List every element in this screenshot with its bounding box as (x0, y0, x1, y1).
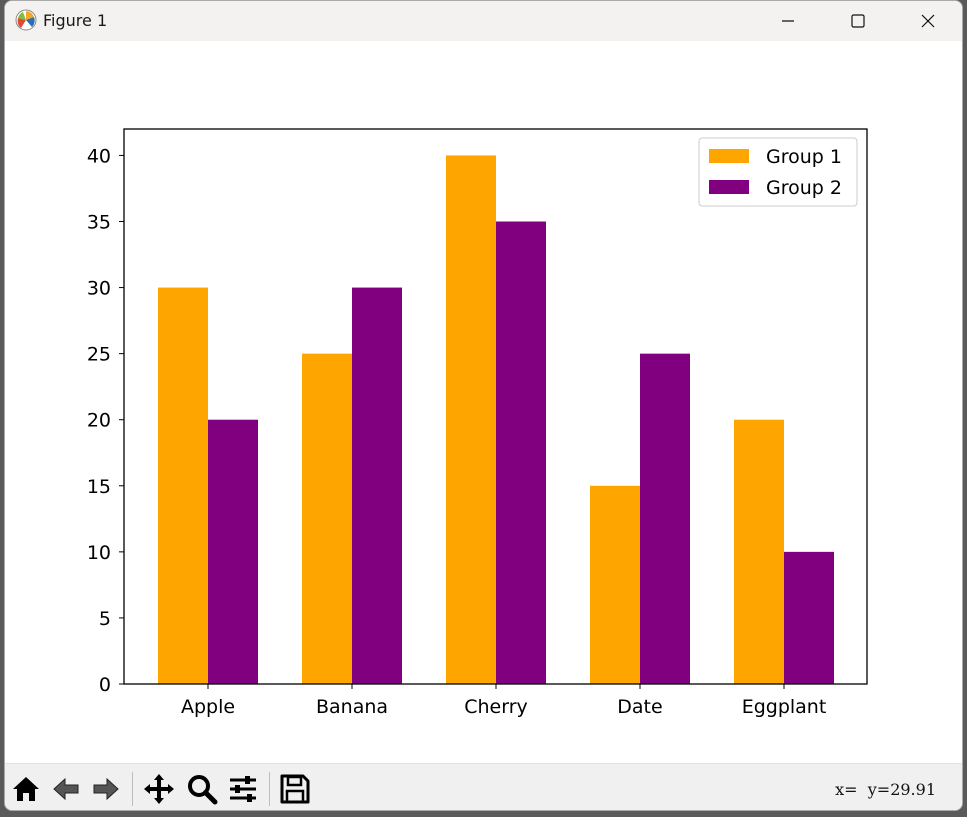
bar-eggplant-group-1 (734, 419, 784, 684)
bar-chart: Apple Banana Cherry Date Eggplant 0 5 10 15 20 25 3… (87, 128, 868, 718)
bar-eggplant-group-2 (784, 551, 834, 684)
y-tick-label: 30 (87, 278, 111, 300)
legend: Group 1 Group 2 (698, 137, 858, 207)
y-tick-label: 15 (87, 476, 111, 498)
magnifier-icon (188, 775, 218, 805)
y-tick-label: 5 (99, 608, 111, 630)
maximize-button[interactable] (823, 1, 893, 41)
back-button[interactable] (49, 772, 83, 806)
close-button[interactable] (893, 1, 962, 41)
y-tick-label: 35 (87, 212, 111, 234)
bar-banana-group-1 (302, 353, 352, 684)
x-tick-label: Eggplant (742, 696, 827, 718)
pan-button[interactable] (142, 772, 176, 806)
y-tick-label: 20 (87, 410, 111, 432)
x-tick-label: Banana (316, 696, 388, 718)
legend-label: Group 1 (766, 146, 842, 168)
y-tick-label: 0 (99, 674, 111, 696)
forward-button[interactable] (89, 772, 123, 806)
bar-date-group-2 (640, 353, 690, 684)
plot-frame (123, 128, 868, 685)
y-tick-label: 25 (87, 344, 111, 366)
toolbar-separator (132, 772, 133, 806)
bar-date-group-1 (590, 485, 640, 684)
figure-canvas[interactable]: Apple Banana Cherry Date Eggplant 0 5 10 15 20 25 3… (5, 41, 962, 763)
minimize-icon (782, 20, 794, 22)
sliders-icon (230, 776, 256, 802)
legend-label: Group 2 (766, 177, 842, 199)
toolbar-separator (269, 772, 270, 806)
home-button[interactable] (9, 772, 43, 806)
arrow-right-icon (93, 777, 119, 801)
arrow-left-icon (53, 777, 79, 801)
move-icon (144, 774, 174, 804)
bar-apple-group-2 (208, 419, 258, 684)
legend-swatch-group-1 (709, 149, 749, 163)
minimize-button[interactable] (753, 1, 823, 41)
configure-subplots-button[interactable] (226, 772, 260, 806)
bar-cherry-group-2 (496, 221, 546, 684)
close-icon (921, 14, 935, 28)
figure-window: Figure 1 Apple Banana Cherry Date Eggplant 0 5… (4, 0, 963, 811)
title-bar[interactable]: Figure 1 (5, 1, 962, 41)
matplotlib-logo-icon (15, 9, 37, 31)
save-button[interactable] (278, 772, 312, 806)
home-icon (13, 777, 39, 801)
x-tick-label: Apple (181, 696, 235, 718)
bar-cherry-group-1 (446, 155, 496, 684)
cursor-coordinates: x= y=29.91 (835, 780, 936, 799)
maximize-icon (851, 14, 865, 28)
y-tick-label: 40 (87, 145, 111, 167)
window-title: Figure 1 (43, 11, 108, 30)
bar-apple-group-1 (158, 287, 208, 684)
bar-banana-group-2 (352, 287, 402, 684)
zoom-button[interactable] (185, 772, 219, 806)
legend-swatch-group-2 (709, 180, 749, 194)
y-tick-label: 10 (87, 542, 111, 564)
x-tick-label: Date (617, 696, 662, 718)
x-tick-label: Cherry (464, 696, 528, 718)
navigation-toolbar: x= y=29.91 (5, 763, 962, 810)
floppy-disk-icon (280, 774, 310, 804)
